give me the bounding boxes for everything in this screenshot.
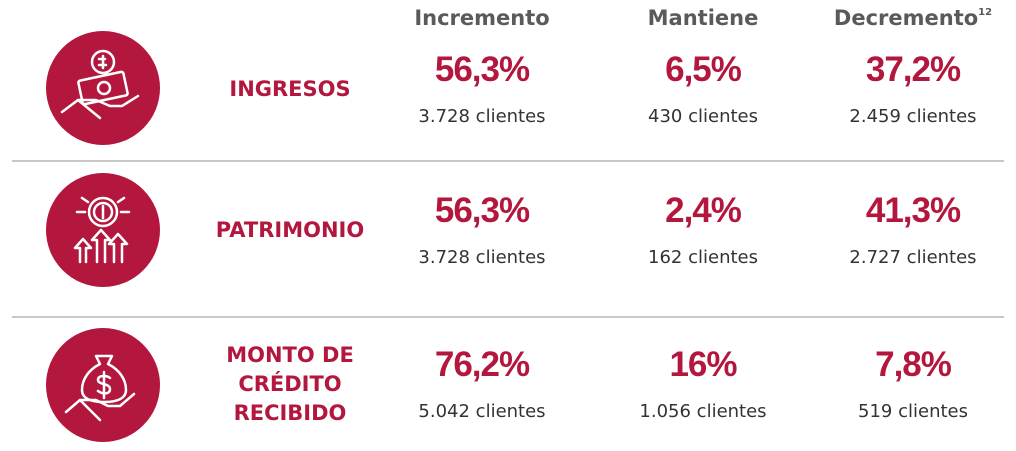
separator [12,160,1004,162]
separator [12,316,1004,318]
row-label: INGRESOS [229,76,351,101]
column-header-text: Decremento [833,6,979,30]
column-header: Mantiene [593,6,813,30]
clients: 162 clientes [648,247,758,268]
footnote: 12 [978,7,993,18]
icon-credito [46,328,160,442]
clients: 5.042 clientes [418,401,546,422]
percent: 41,3% [865,191,961,230]
percent: 56,3% [434,191,530,230]
clients: 430 clientes [648,106,758,127]
column-header-text: Mantiene [647,6,759,30]
clients: 3.728 clientes [418,106,546,127]
icon-patrimonio [46,173,160,287]
percent: 2,4% [665,191,742,230]
row-label: RECIBIDO [233,400,347,425]
percent: 76,2% [434,345,530,384]
row-label: PATRIMONIO [215,217,365,242]
percent: 37,2% [865,50,961,89]
icon-ingresos [46,31,160,145]
column-header: Decremento12 [803,6,1016,30]
percent: 16% [669,345,737,384]
clients: 519 clientes [858,401,968,422]
percent: 7,8% [875,345,952,384]
row-label: MONTO DE [226,342,354,367]
column-header: Incremento [372,6,592,30]
percent: 6,5% [665,50,742,89]
clients: 2.727 clientes [849,247,977,268]
percent: 56,3% [434,50,530,89]
clients: 1.056 clientes [639,401,767,422]
column-header-text: Incremento [414,6,550,30]
clients: 2.459 clientes [849,106,977,127]
clients: 3.728 clientes [418,247,546,268]
row-label: CRÉDITO [238,371,342,396]
